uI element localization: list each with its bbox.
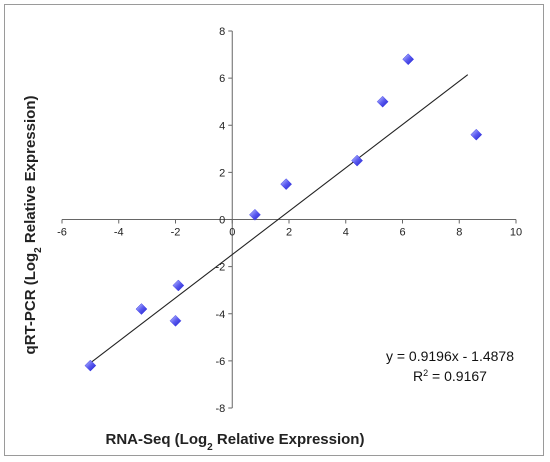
y-tick-label: -6 [215,356,225,368]
r2-main: R [413,368,423,384]
x-tick-label: -4 [114,227,124,239]
x-tick-label: 6 [399,227,405,239]
x-title-rest: Relative Expression) [213,431,365,448]
x-tick-label: 0 [229,227,235,239]
y-tick-label: -2 [215,262,225,274]
data-point [402,53,415,66]
data-point [172,279,185,292]
data-point [135,303,148,315]
x-tick-label: 8 [456,227,462,239]
y-tick-label: 4 [219,120,225,132]
x-axis-title: RNA-Seq (Log2 Relative Expression) [106,431,365,453]
r2-rest: = 0.9167 [428,368,487,384]
x-tick-label: -2 [171,227,181,239]
y-tick-label: -4 [215,309,225,321]
x-tick-label: -6 [57,227,67,239]
y-tick-label: 0 [219,215,225,227]
data-point [376,95,389,108]
data-point [249,208,261,221]
y-tick-label: 2 [219,167,225,179]
data-point [84,359,97,372]
data-point [280,178,293,191]
x-tick-label: 2 [286,227,292,239]
data-point [351,154,363,167]
y-axis-title: qRT-PCR (Log2 Relative Expression) [22,96,44,355]
x-title-main: RNA-Seq (Log [106,431,208,448]
trendline [90,74,469,364]
y-title-rest: Relative Expression) [22,96,39,248]
x-tick-label: 10 [510,227,522,239]
data-point [169,314,182,327]
data-point [470,128,483,141]
r2-sup: 2 [423,368,428,378]
y-tick-label: 6 [219,73,225,85]
chart-frame [4,4,544,456]
y-tick-label: 8 [219,26,225,38]
y-ticks: -8 -6 -4 -2 0 2 4 6 8 [215,26,233,415]
y-title-main: qRT-PCR (Log [22,253,39,355]
y-tick-label: -8 [215,403,225,415]
data-points [84,53,483,372]
x-tick-label: 4 [343,227,349,239]
equation-label: y = 0.9196x - 1.4878 [386,348,514,364]
x-title-sub: 2 [207,442,213,453]
x-ticks: -6 -4 -2 0 2 4 6 8 10 [57,219,522,239]
r2-label: R2 = 0.9167 [413,368,487,384]
y-title-sub: 2 [33,247,44,253]
